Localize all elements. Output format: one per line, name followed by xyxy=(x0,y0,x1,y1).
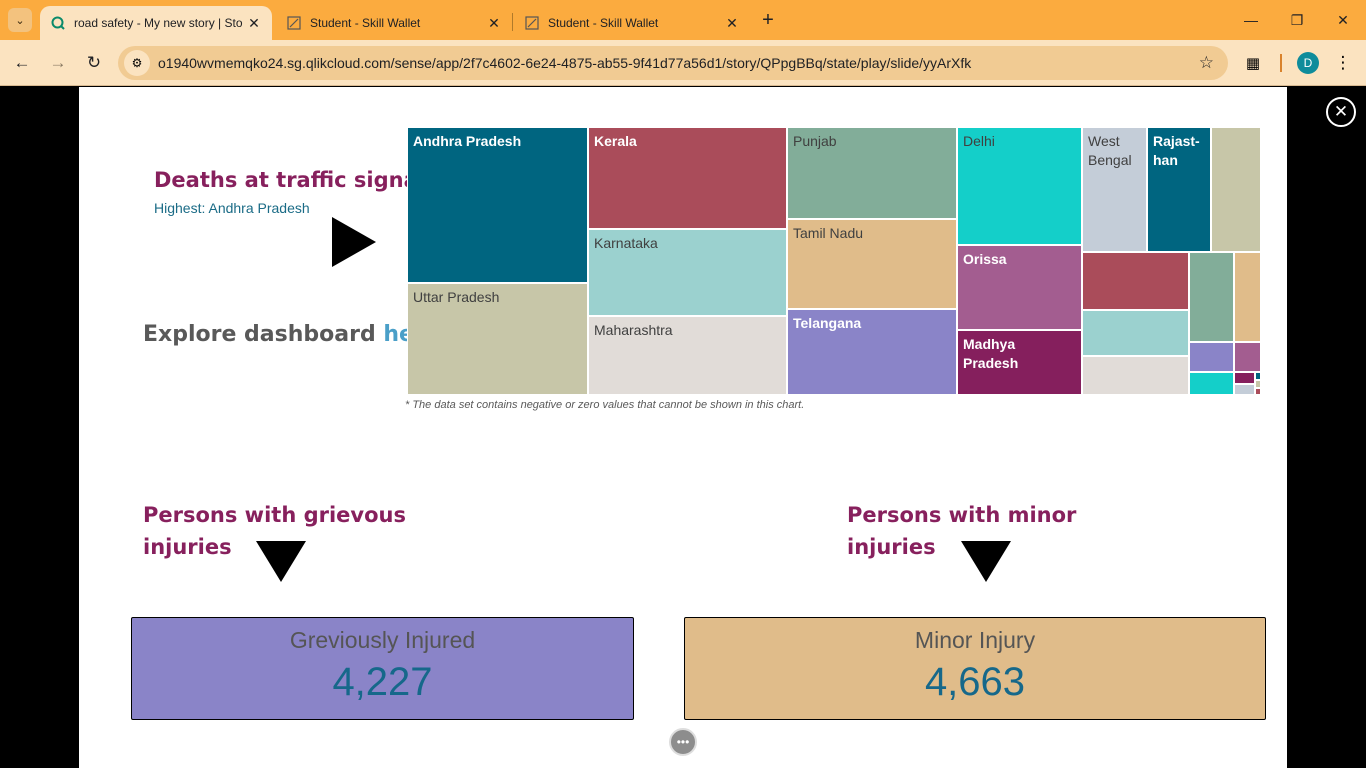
skill-wallet-favicon-icon xyxy=(524,15,540,31)
tab-strip: ⌄ road safety - My new story | Sto ✕ Stu… xyxy=(0,0,1366,40)
treemap-cell[interactable] xyxy=(1255,380,1261,388)
explore-prefix: Explore dashboard xyxy=(143,322,376,347)
treemap-cell[interactable] xyxy=(1234,252,1261,342)
treemap-label: Madhya Pradesh xyxy=(963,336,1019,371)
treemap-cell-uttar-pradesh[interactable]: Uttar Pradesh xyxy=(407,283,588,395)
chevron-down-icon: ⌄ xyxy=(15,14,25,27)
browser-menu-icon[interactable]: ⋮ xyxy=(1334,53,1352,72)
treemap-cell[interactable] xyxy=(1211,127,1261,252)
treemap-cell-punjab[interactable]: Punjab xyxy=(787,127,957,219)
address-bar[interactable]: ⚙ o1940wvmemqko24.sg.qlikcloud.com/sense… xyxy=(118,46,1228,80)
minimize-button[interactable]: — xyxy=(1244,12,1258,28)
treemap-footnote: * The data set contains negative or zero… xyxy=(405,399,805,411)
tab-title: Student - Skill Wallet xyxy=(548,16,659,30)
tab-title: Student - Skill Wallet xyxy=(310,16,421,30)
treemap-cell[interactable] xyxy=(1082,356,1189,395)
treemap-label: West Bengal xyxy=(1088,133,1132,168)
treemap-cell-west-bengal[interactable]: West Bengal xyxy=(1082,127,1147,252)
kpi-value: 4,663 xyxy=(924,660,1026,704)
treemap-cell[interactable] xyxy=(1255,372,1261,380)
treemap-label: Tamil Nadu xyxy=(793,225,864,241)
tab-road-safety[interactable]: road safety - My new story | Sto ✕ xyxy=(40,6,272,40)
bookmark-star-icon[interactable]: ☆ xyxy=(1198,53,1214,72)
minor-kpi-card[interactable]: Minor Injury 4,663 xyxy=(684,617,1266,720)
close-story-button[interactable]: ✕ xyxy=(1326,97,1356,127)
treemap-chart[interactable]: Andhra Pradesh Uttar Pradesh Kerala Karn… xyxy=(407,127,1261,395)
restore-button[interactable]: ❐ xyxy=(1290,11,1304,28)
arrow-down-icon xyxy=(256,541,306,582)
new-tab-button[interactable]: + xyxy=(762,8,774,31)
tab-separator xyxy=(512,13,513,31)
treemap-label: Andhra Pradesh xyxy=(413,133,522,149)
kpi-label: Greviously Injured xyxy=(289,627,476,653)
kpi-value: 4,227 xyxy=(332,660,433,704)
treemap-cell[interactable] xyxy=(1234,342,1261,372)
extensions-icon[interactable]: ▦ xyxy=(1245,55,1261,72)
treemap-cell-telangana[interactable]: Telangana xyxy=(787,309,957,395)
qlik-favicon-icon xyxy=(50,15,66,31)
treemap-label: Uttar Pradesh xyxy=(413,289,500,305)
treemap-cell[interactable] xyxy=(1255,388,1261,395)
reload-button[interactable]: ↻ xyxy=(86,53,102,72)
page-viewport: Deaths at traffic signal Highest: Andhra… xyxy=(0,87,1366,768)
grievous-title: Persons with grievous injuries xyxy=(143,503,406,559)
site-info-icon[interactable]: ⚙ xyxy=(124,50,150,76)
treemap-cell[interactable] xyxy=(1189,252,1234,342)
close-window-button[interactable]: ✕ xyxy=(1337,11,1349,28)
close-tab-icon[interactable]: ✕ xyxy=(488,14,500,31)
deaths-title: Deaths at traffic signal xyxy=(154,168,425,192)
explore-dashboard-text: Explore dashboard here xyxy=(143,322,440,347)
arrow-down-icon xyxy=(961,541,1011,582)
treemap-cell[interactable] xyxy=(1189,342,1234,372)
story-slide: Deaths at traffic signal Highest: Andhra… xyxy=(79,87,1287,768)
treemap-label: Punjab xyxy=(793,133,837,149)
profile-avatar[interactable]: D xyxy=(1297,52,1319,74)
grievous-kpi-card[interactable]: Greviously Injured 4,227 xyxy=(131,617,634,720)
treemap-label: Kerala xyxy=(594,133,637,149)
close-tab-icon[interactable]: ✕ xyxy=(248,14,260,31)
deaths-subtitle: Highest: Andhra Pradesh xyxy=(154,200,310,216)
treemap-cell-rajasthan[interactable]: Rajast-han xyxy=(1147,127,1211,252)
treemap-cell-kerala[interactable]: Kerala xyxy=(588,127,787,229)
treemap-cell[interactable] xyxy=(1082,252,1189,310)
minor-title: Persons with minor injuries xyxy=(847,503,1077,559)
treemap-label: Delhi xyxy=(963,133,995,149)
treemap-label: Orissa xyxy=(963,251,1007,267)
url-text[interactable]: o1940wvmemqko24.sg.qlikcloud.com/sense/a… xyxy=(158,55,972,71)
toolbar-divider xyxy=(1280,54,1282,72)
treemap-cell[interactable] xyxy=(1234,372,1255,384)
treemap-cell-madhya-pradesh[interactable]: Madhya Pradesh xyxy=(957,330,1082,395)
more-options-button[interactable]: ••• xyxy=(669,728,697,756)
treemap-label: Telangana xyxy=(793,315,862,331)
treemap-cell-orissa[interactable]: Orissa xyxy=(957,245,1082,330)
treemap-label: Rajast-han xyxy=(1153,133,1200,168)
treemap-cell-tamil-nadu[interactable]: Tamil Nadu xyxy=(787,219,957,309)
browser-toolbar: ← → ↻ ⚙ o1940wvmemqko24.sg.qlikcloud.com… xyxy=(0,40,1366,86)
tab-skill-wallet-1[interactable]: Student - Skill Wallet ✕ xyxy=(276,6,512,40)
close-tab-icon[interactable]: ✕ xyxy=(726,14,738,31)
treemap-cell-andhra-pradesh[interactable]: Andhra Pradesh xyxy=(407,127,588,283)
treemap-cell-maharashtra[interactable]: Maharashtra xyxy=(588,316,787,395)
treemap-cell-delhi[interactable]: Delhi xyxy=(957,127,1082,245)
tab-title: road safety - My new story | Sto xyxy=(74,16,243,30)
forward-button[interactable]: → xyxy=(49,53,67,72)
treemap-label: Karnataka xyxy=(594,235,658,251)
tab-search-button[interactable]: ⌄ xyxy=(8,8,32,32)
tab-skill-wallet-2[interactable]: Student - Skill Wallet ✕ xyxy=(514,6,750,40)
treemap-cell[interactable] xyxy=(1082,310,1189,356)
skill-wallet-favicon-icon xyxy=(286,15,302,31)
treemap-label: Maharashtra xyxy=(594,322,673,338)
kpi-label: Minor Injury xyxy=(914,627,1036,653)
treemap-cell-karnataka[interactable]: Karnataka xyxy=(588,229,787,316)
back-button[interactable]: ← xyxy=(13,53,31,72)
treemap-cell[interactable] xyxy=(1234,384,1255,395)
treemap-cell[interactable] xyxy=(1189,372,1234,395)
arrow-right-icon xyxy=(332,217,376,267)
